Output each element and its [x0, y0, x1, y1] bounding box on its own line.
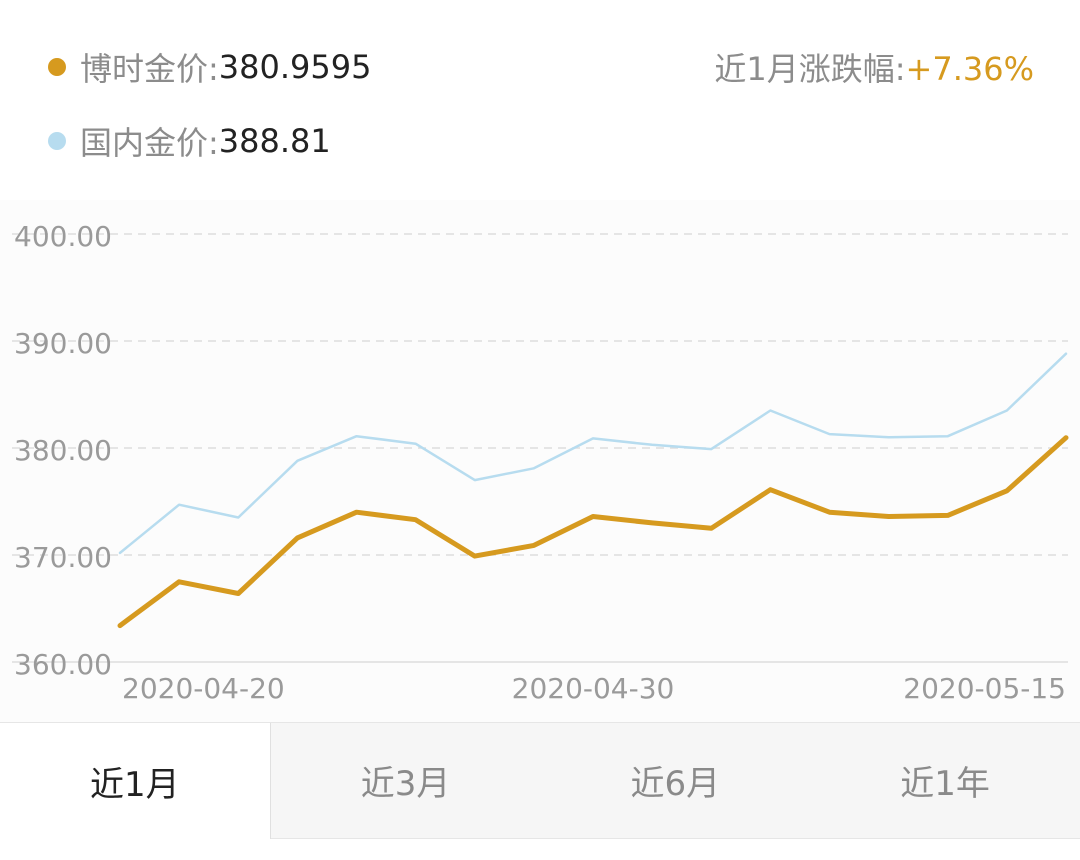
- series2-value: 388.81: [218, 122, 331, 160]
- y-tick-label: 400.00: [14, 220, 112, 253]
- legend-series1: 博时金价: 380.9595: [48, 44, 371, 90]
- y-tick-label: 380.00: [14, 434, 112, 467]
- series2-dot: [48, 132, 66, 150]
- x-tick-label: 2020-04-20: [122, 672, 285, 705]
- y-tick-label: 370.00: [14, 541, 112, 574]
- period-tabs: 近1月 近3月 近6月 近1年: [0, 722, 1080, 839]
- tab-1-year[interactable]: 近1年: [810, 723, 1080, 839]
- series1-line: [117, 435, 1069, 629]
- series1-label: 博时金价:: [80, 50, 219, 88]
- chart-area[interactable]: 400.00 390.00 380.00 370.00 360.00 2020-04-20…: [0, 200, 1080, 722]
- tab-3-months[interactable]: 近3月: [270, 723, 541, 839]
- series1-value: 380.9595: [218, 48, 372, 86]
- legend-series2: 国内金价: 388.81: [48, 118, 331, 164]
- tab-6-months[interactable]: 近6月: [540, 723, 811, 839]
- y-tick-label: 360.00: [14, 648, 112, 681]
- y-tick-label: 390.00: [14, 327, 112, 360]
- x-tick-label: 2020-05-15: [903, 672, 1066, 705]
- change-summary: 近1月涨跌幅:+7.36%: [714, 44, 1034, 90]
- series2-label: 国内金价:: [80, 124, 219, 162]
- change-label: 近1月涨跌幅:: [714, 50, 906, 88]
- line-chart[interactable]: 400.00 390.00 380.00 370.00 360.00 2020-04-20…: [0, 200, 1080, 722]
- series2-line: [118, 352, 1068, 555]
- change-value: +7.36%: [905, 50, 1034, 88]
- tab-1-month[interactable]: 近1月: [0, 723, 271, 839]
- x-tick-label: 2020-04-30: [512, 672, 675, 705]
- series1-dot: [48, 58, 66, 76]
